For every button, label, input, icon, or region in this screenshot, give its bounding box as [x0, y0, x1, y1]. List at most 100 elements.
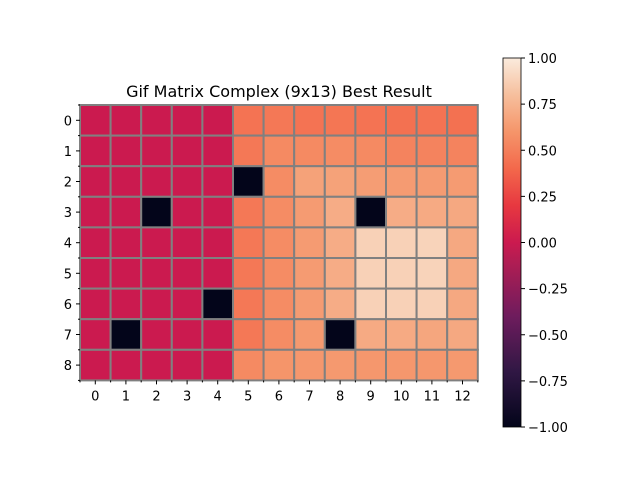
heatmap-cell [415, 226, 449, 259]
x-tick-label: 8 [336, 389, 344, 404]
heatmap-cell [385, 257, 418, 290]
heatmap-cell [446, 226, 479, 259]
heatmap-cell [79, 226, 112, 259]
heatmap-cell [79, 348, 112, 382]
heatmap-cell [79, 257, 112, 290]
heatmap-cell [79, 134, 112, 168]
heatmap-cell [415, 165, 449, 198]
heatmap-cell [354, 226, 387, 259]
y-tick-label: 3 [64, 206, 72, 221]
heatmap-cell [140, 195, 173, 229]
x-axis: 0 1 2 3 4 5 6 7 8 9 10 11 12 [79, 380, 479, 404]
heatmap-cell [262, 226, 296, 259]
heatmap-cell [201, 318, 234, 351]
heatmap-cell [170, 165, 204, 198]
x-tick-label: 4 [214, 389, 222, 404]
heatmap-cell [415, 348, 449, 382]
heatmap-cell [201, 226, 234, 259]
colorbar-tick-label: 0.25 [528, 190, 557, 205]
heatmap-cell [170, 104, 204, 137]
heatmap-cell [232, 195, 265, 229]
heatmap-cell [109, 165, 143, 198]
colorbar-gradient [502, 57, 522, 428]
heatmap-cell [140, 134, 173, 168]
heatmap-cell [170, 257, 204, 290]
x-tick-label: 0 [91, 389, 99, 404]
heatmap-cell [415, 134, 449, 168]
heatmap-cell [232, 348, 265, 382]
heatmap-cell [385, 226, 418, 259]
heatmap-cell [415, 104, 449, 137]
colorbar-tick-label: −0.75 [528, 375, 568, 390]
heatmap-cell [385, 134, 418, 168]
colorbar-tick-label: −1.00 [528, 421, 568, 436]
heatmap-cell [201, 287, 234, 321]
chart-title: Gif Matrix Complex (9x13) Best Result [126, 82, 432, 101]
heatmap-cell [415, 195, 449, 229]
x-tick-label: 6 [275, 389, 283, 404]
heatmap-cell [170, 318, 204, 351]
heatmap-cell [385, 318, 418, 351]
heatmap-cell [293, 257, 326, 290]
heatmap-cell [446, 195, 479, 229]
heatmap-cell [109, 226, 143, 259]
heatmap-cell [140, 165, 173, 198]
heatmap-cell [170, 348, 204, 382]
heatmap-cell [385, 165, 418, 198]
heatmap-cell [262, 318, 296, 351]
heatmap-cell [201, 165, 234, 198]
y-tick-label: 6 [64, 298, 72, 313]
heatmap-cell [446, 104, 479, 137]
heatmap-cell [323, 348, 357, 382]
heatmap-cell [446, 257, 479, 290]
heatmap-cell [232, 257, 265, 290]
colorbar-tick-label: 0.00 [528, 237, 557, 252]
heatmap-cell [293, 348, 326, 382]
heatmap-cell [446, 318, 479, 351]
heatmap-cell [201, 348, 234, 382]
heatmap-cell [262, 165, 296, 198]
heatmap-cell [354, 318, 387, 351]
heatmap-cell [323, 318, 357, 351]
heatmap-cell [79, 104, 112, 137]
x-tick-label: 11 [424, 389, 441, 404]
x-tick-label: 12 [454, 389, 471, 404]
x-tick-label: 3 [183, 389, 191, 404]
y-tick-label: 0 [64, 114, 72, 129]
heatmap-cell [109, 257, 143, 290]
colorbar-tick-label: 0.75 [528, 98, 557, 113]
heatmap-cell [415, 257, 449, 290]
heatmap-cell [109, 318, 143, 351]
heatmap-cell [79, 318, 112, 351]
heatmap-cell [293, 318, 326, 351]
colorbar-tick-label: −0.50 [528, 329, 568, 344]
heatmap-cell [262, 195, 296, 229]
y-tick-label: 7 [64, 329, 72, 344]
heatmap-cell [354, 287, 387, 321]
x-tick-label: 7 [305, 389, 313, 404]
heatmap-cell [446, 165, 479, 198]
heatmap-cell [201, 134, 234, 168]
heatmap-cell [232, 134, 265, 168]
heatmap-cell [79, 195, 112, 229]
heatmap-cell [262, 257, 296, 290]
heatmap-cell [140, 226, 173, 259]
heatmap-cell [79, 287, 112, 321]
heatmap-cell [140, 318, 173, 351]
heatmap-cell [201, 195, 234, 229]
heatmap-cell [323, 287, 357, 321]
heatmap-cell [109, 195, 143, 229]
heatmap-cell [385, 348, 418, 382]
heatmap-cell [79, 165, 112, 198]
heatmap-cell [446, 348, 479, 382]
heatmap-cell [109, 287, 143, 321]
heatmap-cell [262, 134, 296, 168]
heatmap-cell [415, 287, 449, 321]
heatmap-cell [385, 104, 418, 137]
y-tick-label: 8 [64, 359, 72, 374]
colorbar-tick-label: 1.00 [528, 52, 557, 67]
heatmap-cell [323, 257, 357, 290]
heatmap-cell [232, 165, 265, 198]
y-tick-label: 2 [64, 176, 72, 191]
